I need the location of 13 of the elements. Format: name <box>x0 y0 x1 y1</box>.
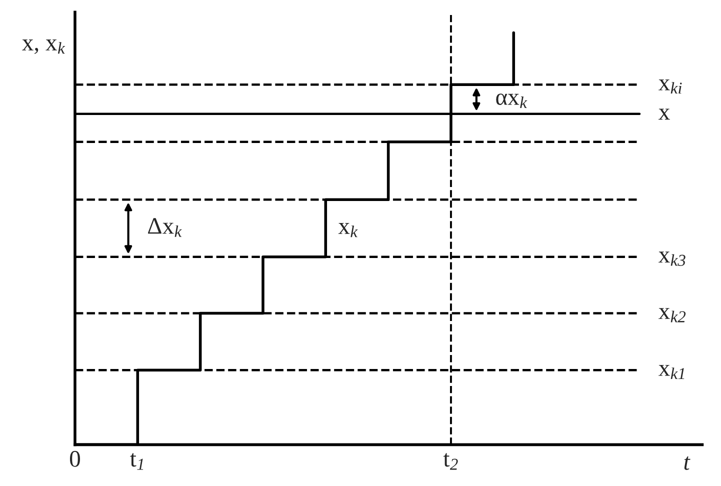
ref-line-label: x$_{k2}$ <box>658 308 686 322</box>
series-label: x$_{k}$ <box>338 223 358 238</box>
ref-line-label: x <box>658 108 670 120</box>
x-tick-label: t$_{2}$ <box>443 453 458 470</box>
annotation: Δx$_{k}$ <box>148 218 182 237</box>
y-axis-title: x, x$_{k}$ <box>22 40 66 54</box>
ref-line-label: x$_{k3}$ <box>658 252 686 266</box>
x-tick-label: 0 <box>70 450 80 467</box>
ref-line-label: x$_{ki}$ <box>658 79 682 94</box>
ref-line-label: x$_{k1}$ <box>658 364 684 380</box>
annotation: αx$_{k}$ <box>496 94 528 108</box>
text: t <box>684 456 690 470</box>
x-tick-label: t$_{1}$ <box>130 453 144 470</box>
